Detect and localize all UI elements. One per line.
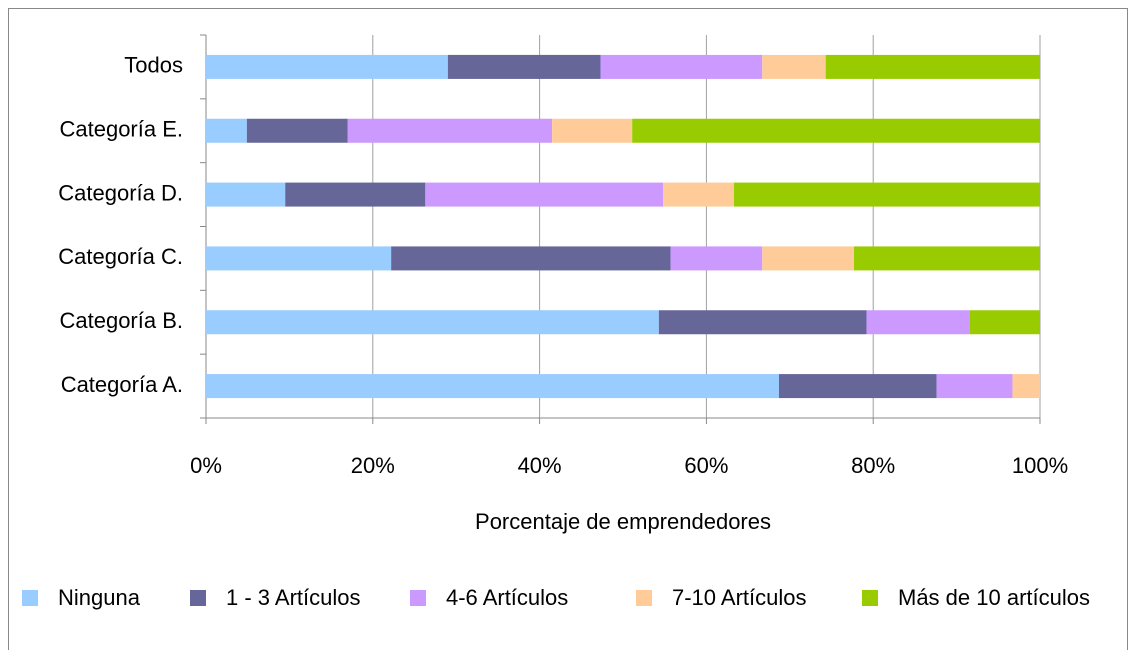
x-tick-label: 0% bbox=[190, 453, 222, 478]
bar-segment bbox=[670, 246, 763, 271]
bar-segment bbox=[658, 310, 867, 335]
bar-segment bbox=[447, 54, 601, 79]
legend-label: Más de 10 artículos bbox=[898, 585, 1090, 610]
legend-label: 4-6 Artículos bbox=[446, 585, 568, 610]
bar-segment bbox=[600, 54, 763, 79]
x-tick-label: 40% bbox=[518, 453, 562, 478]
bar-segment bbox=[733, 182, 1040, 207]
bar-segment bbox=[206, 310, 659, 335]
legend-label: 1 - 3 Artículos bbox=[226, 585, 361, 610]
bar-segment bbox=[854, 246, 1040, 271]
bar-segment bbox=[206, 54, 448, 79]
bar-segment bbox=[762, 246, 855, 271]
bar-segment bbox=[206, 374, 779, 399]
bar-segment bbox=[246, 118, 348, 143]
legend-swatch bbox=[22, 590, 38, 606]
y-tick-label: Categoría A. bbox=[61, 372, 183, 397]
x-tick-label: 100% bbox=[1012, 453, 1068, 478]
y-tick-label: Categoría B. bbox=[59, 308, 183, 333]
bar-segment bbox=[206, 118, 247, 143]
x-axis-title: Porcentaje de emprendedores bbox=[475, 509, 771, 534]
legend-swatch bbox=[862, 590, 878, 606]
x-tick-label: 20% bbox=[351, 453, 395, 478]
bar-segment bbox=[347, 118, 553, 143]
bar-segment bbox=[969, 310, 1040, 335]
x-tick-label: 60% bbox=[684, 453, 728, 478]
legend-label: Ninguna bbox=[58, 585, 141, 610]
legend-swatch bbox=[410, 590, 426, 606]
bar-segment bbox=[762, 54, 826, 79]
bar-segment bbox=[778, 374, 937, 399]
bar-segment bbox=[425, 182, 664, 207]
y-tick-label: Categoría E. bbox=[59, 117, 183, 142]
legend-swatch bbox=[190, 590, 206, 606]
bar-segment bbox=[936, 374, 1013, 399]
bar-segment bbox=[632, 118, 1040, 143]
bar-segment bbox=[866, 310, 970, 335]
bar-segment bbox=[552, 118, 633, 143]
bar-segment bbox=[206, 182, 286, 207]
legend-swatch bbox=[636, 590, 652, 606]
bar-segment bbox=[1012, 374, 1040, 399]
legend-label: 7-10 Artículos bbox=[672, 585, 807, 610]
y-tick-label: Categoría D. bbox=[58, 180, 183, 205]
bar-segment bbox=[285, 182, 426, 207]
bar-segment bbox=[663, 182, 734, 207]
bar-segment bbox=[825, 54, 1040, 79]
x-tick-label: 80% bbox=[851, 453, 895, 478]
y-tick-label: Categoría C. bbox=[58, 244, 183, 269]
y-tick-label: Todos bbox=[124, 53, 183, 78]
bar-segment bbox=[391, 246, 671, 271]
bar-segment bbox=[206, 246, 392, 271]
